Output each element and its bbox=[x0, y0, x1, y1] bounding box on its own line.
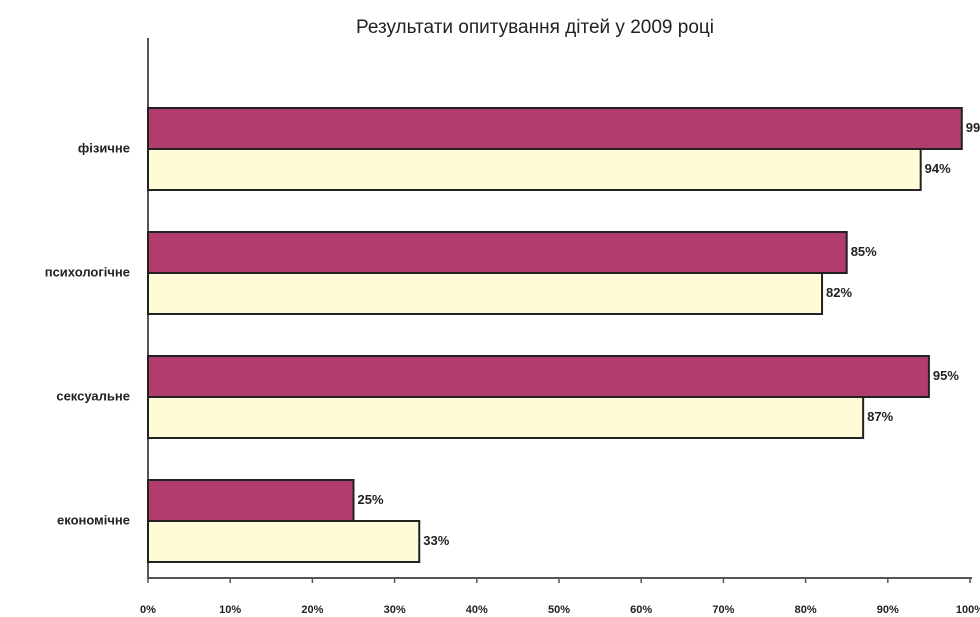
chart-title: Результати опитування дітей у 2009 році bbox=[356, 17, 714, 38]
x-tick-label: 50% bbox=[548, 604, 570, 616]
bar bbox=[147, 479, 355, 522]
bar bbox=[147, 107, 963, 150]
data-label: 87% bbox=[867, 409, 893, 424]
data-label: 82% bbox=[826, 285, 852, 300]
category-label: сексуальне bbox=[56, 388, 130, 403]
bar bbox=[147, 272, 824, 315]
data-label: 95% bbox=[933, 368, 959, 383]
x-tick-label: 80% bbox=[795, 604, 817, 616]
data-label: 85% bbox=[851, 244, 877, 259]
x-tick-label: 10% bbox=[219, 604, 241, 616]
x-tick-label: 0% bbox=[140, 604, 156, 616]
category-label: економічне bbox=[57, 512, 130, 527]
bar bbox=[147, 148, 922, 191]
data-label: 94% bbox=[925, 161, 951, 176]
bar bbox=[147, 231, 848, 274]
bar bbox=[147, 396, 865, 439]
x-tick-label: 30% bbox=[384, 604, 406, 616]
data-label: 33% bbox=[423, 533, 449, 548]
data-label: 99% bbox=[966, 120, 980, 135]
x-tick-label: 40% bbox=[466, 604, 488, 616]
x-tick-label: 70% bbox=[712, 604, 734, 616]
x-tick-label: 20% bbox=[301, 604, 323, 616]
x-tick-label: 100% bbox=[956, 604, 980, 616]
category-label: психологічне bbox=[45, 264, 130, 279]
x-tick-label: 60% bbox=[630, 604, 652, 616]
bar bbox=[147, 355, 930, 398]
category-label: фізичне bbox=[78, 140, 130, 155]
bar bbox=[147, 520, 421, 563]
data-label: 25% bbox=[358, 492, 384, 507]
x-tick-label: 90% bbox=[877, 604, 899, 616]
